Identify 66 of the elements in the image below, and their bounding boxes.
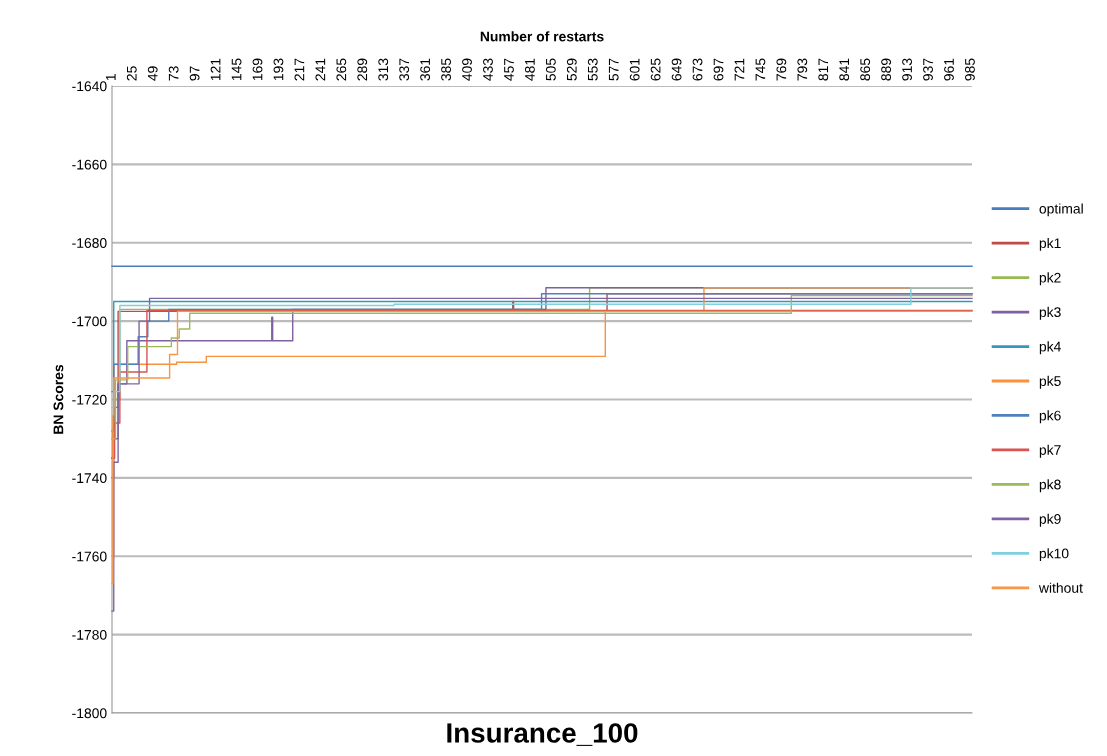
legend-label: pk1: [1039, 237, 1061, 251]
y-tick-label: -1640: [72, 81, 107, 92]
x-axis-title: Number of restarts: [480, 31, 604, 42]
y-tick-label: -1720: [72, 394, 107, 405]
x-tick-label: 241: [315, 58, 326, 81]
legend-label: pk6: [1039, 410, 1061, 424]
y-tick-label: -1660: [72, 159, 107, 170]
x-tick-label: 169: [252, 58, 263, 81]
x-tick-label: 217: [294, 58, 305, 81]
x-tick-label: 601: [629, 58, 640, 81]
x-tick-label: 649: [671, 58, 682, 81]
x-tick-label: 529: [566, 58, 577, 81]
x-tick-label: 193: [273, 58, 284, 81]
x-tick-label: 673: [692, 58, 703, 81]
legend-label: optimal: [1039, 203, 1083, 217]
x-tick-label: 985: [965, 58, 975, 81]
legend-label: pk3: [1039, 306, 1061, 320]
x-tick-label: 793: [797, 58, 808, 81]
x-tick-label: 121: [210, 58, 221, 81]
y-tick-label: -1800: [72, 708, 107, 719]
x-tick-label: 505: [545, 58, 556, 81]
legend-label: without: [1038, 582, 1083, 593]
legend-label: pk4: [1039, 341, 1061, 355]
x-tick-label: 553: [587, 58, 598, 81]
y-axis-title: BN Scores: [53, 364, 64, 434]
x-tick-label: 841: [839, 58, 850, 81]
legend-label: pk7: [1039, 444, 1061, 458]
x-tick-label: 385: [441, 58, 451, 81]
x-tick-label: 1: [106, 74, 116, 81]
x-tick-label: 481: [524, 58, 535, 81]
x-tick-label: 937: [923, 58, 933, 81]
x-tick-label: 313: [378, 58, 389, 81]
x-tick-label: 73: [168, 66, 179, 81]
x-tick-label: 97: [189, 66, 200, 81]
x-tick-label: 49: [147, 66, 158, 81]
legend-label: pk10: [1039, 548, 1069, 562]
x-tick-label: 865: [860, 58, 871, 81]
x-tick-label: 145: [231, 58, 242, 81]
x-tick-label: 769: [776, 58, 787, 81]
x-tick-label: 577: [608, 58, 619, 81]
x-tick-label: 289: [357, 58, 368, 81]
x-tick-label: 265: [336, 58, 347, 81]
x-tick-label: 25: [126, 66, 137, 81]
x-tick-label: 433: [483, 58, 493, 81]
legend-label: pk2: [1039, 272, 1061, 286]
text: Insurance_100: [447, 723, 638, 746]
y-tick-label: -1740: [72, 473, 107, 484]
x-tick-label: 457: [504, 58, 514, 81]
y-tick-label: -1780: [72, 629, 107, 640]
x-tick-label: 745: [755, 58, 766, 81]
y-tick-label: -1700: [72, 316, 107, 327]
x-tick-label: 409: [462, 58, 472, 81]
legend-label: pk8: [1039, 479, 1061, 493]
x-tick-label: 361: [420, 58, 431, 81]
x-tick-label: 961: [944, 58, 954, 81]
legend-label: pk5: [1039, 375, 1061, 389]
x-tick-label: 697: [713, 58, 724, 81]
x-tick-label: 721: [734, 58, 745, 81]
y-tick-label: -1760: [72, 551, 107, 562]
x-tick-label: 337: [399, 58, 410, 81]
x-tick-label: 889: [881, 58, 892, 81]
x-tick-label: 625: [650, 58, 661, 81]
x-tick-label: 817: [818, 58, 829, 81]
y-tick-label: -1680: [72, 238, 107, 248]
legend-label: pk9: [1039, 513, 1061, 527]
x-tick-label: 913: [902, 58, 912, 81]
